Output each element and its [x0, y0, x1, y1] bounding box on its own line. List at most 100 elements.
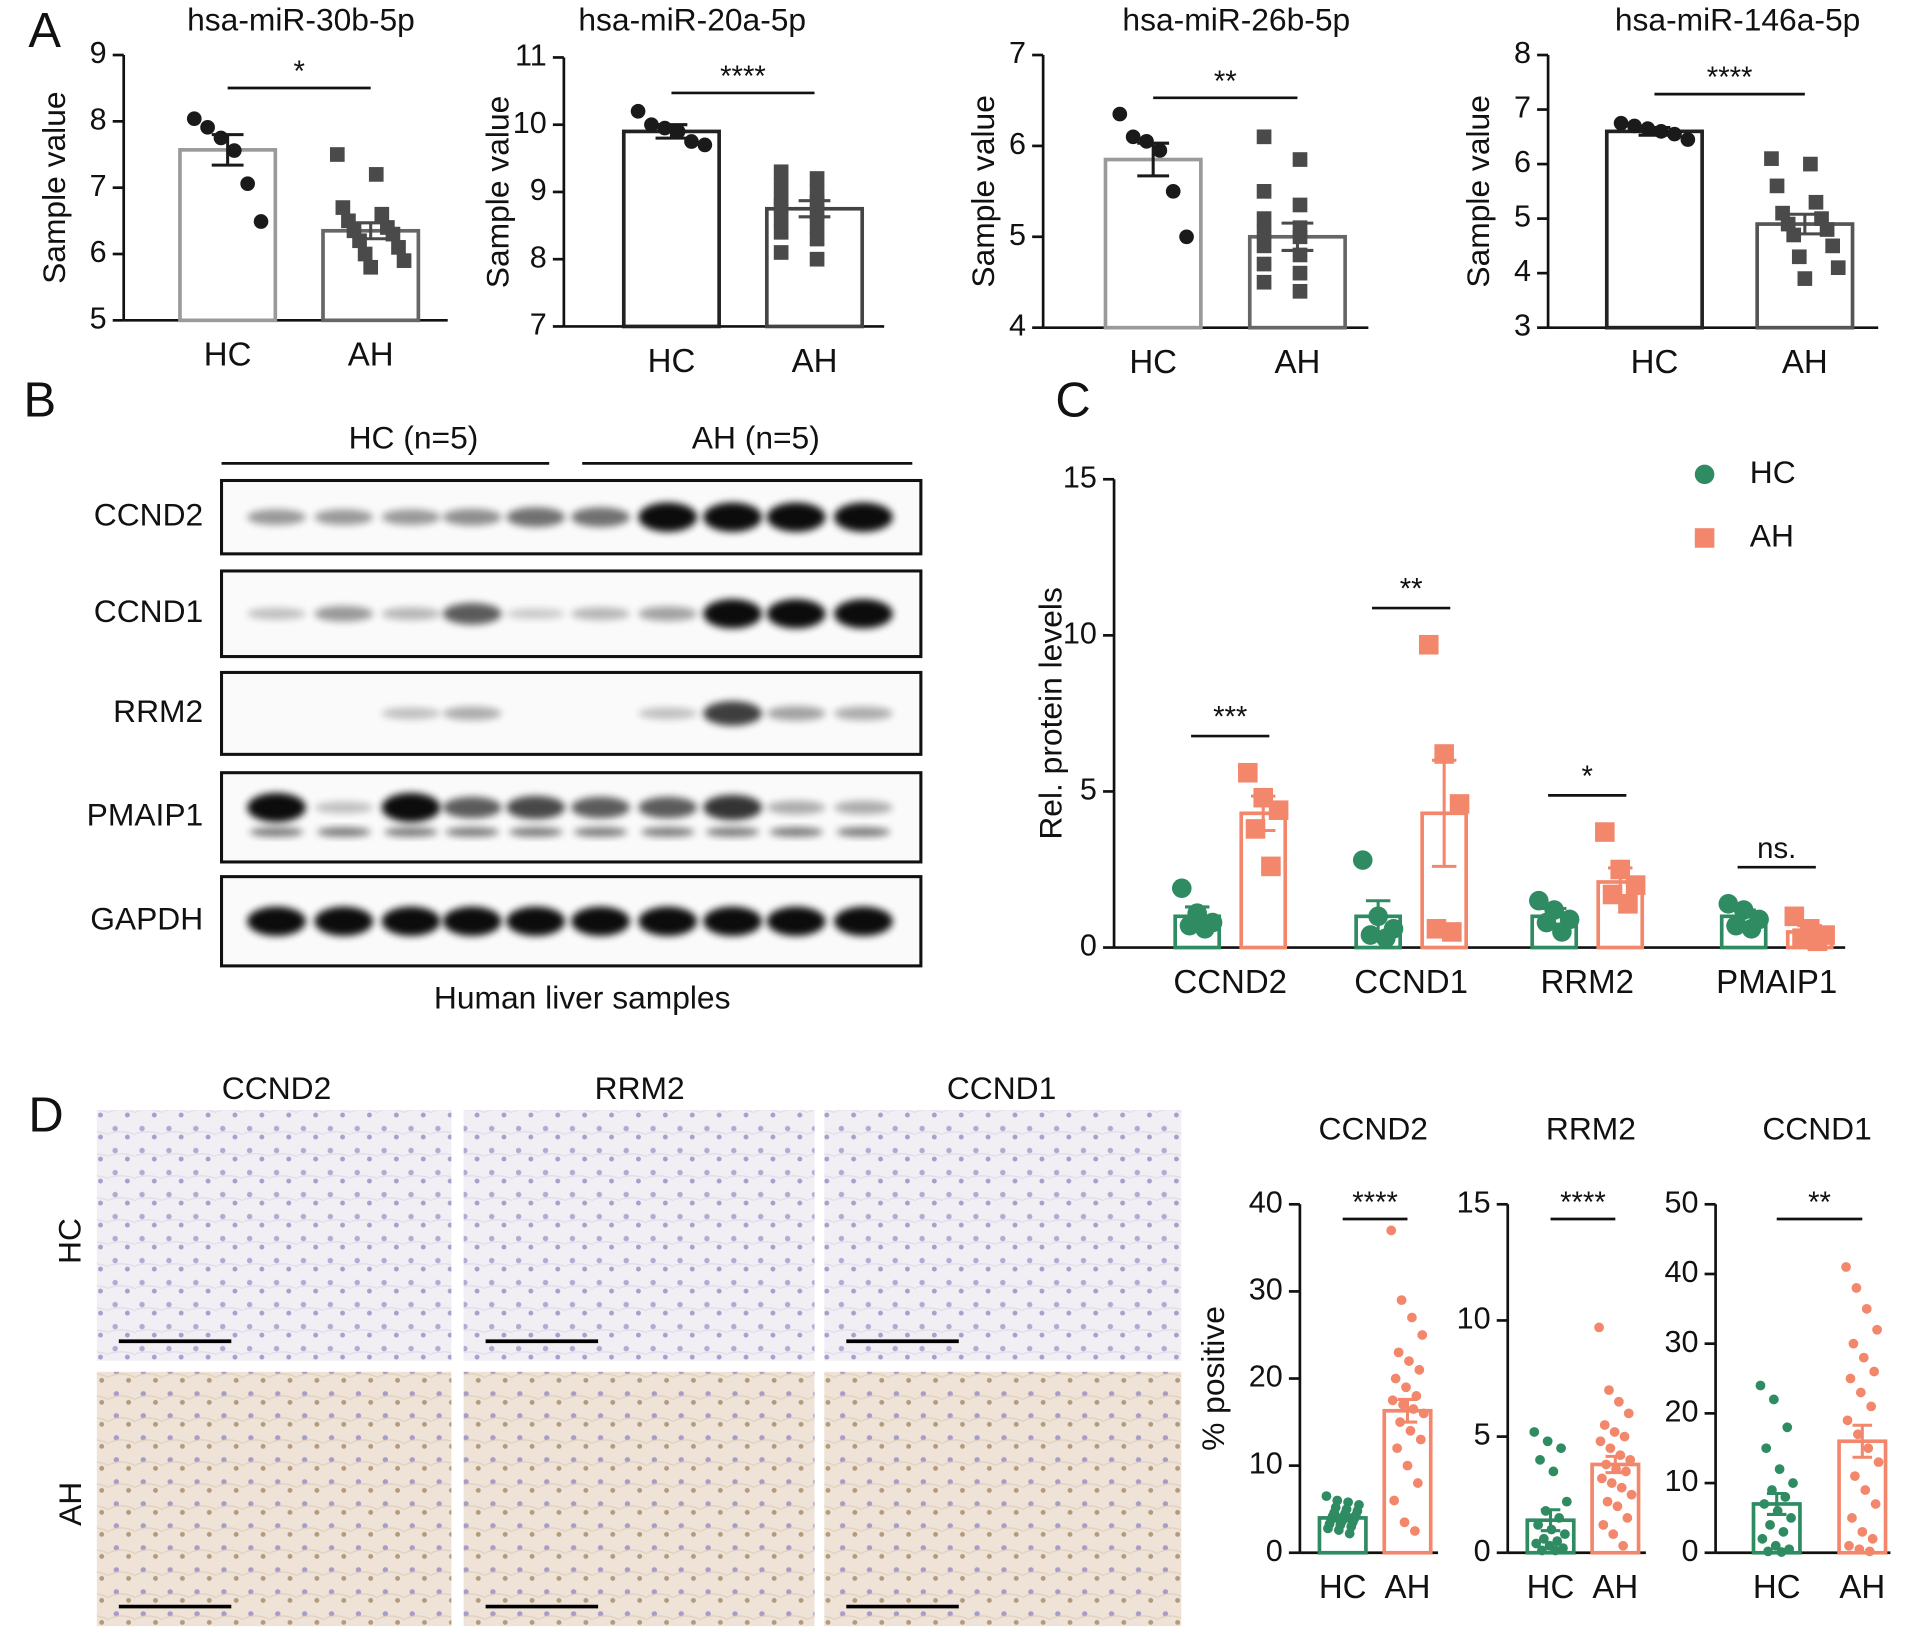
data-point [1558, 1543, 1568, 1553]
blot-band [703, 599, 762, 629]
y-tick-label: 8 [1514, 36, 1531, 70]
y-tick-label: 9 [90, 36, 107, 70]
data-point [1606, 1478, 1617, 1488]
blot-band [506, 507, 566, 527]
data-point [1602, 884, 1623, 905]
data-point [1165, 184, 1181, 199]
bar [621, 129, 721, 329]
error-bar [1605, 1454, 1626, 1475]
data-point [1867, 1533, 1878, 1544]
data-point [253, 214, 269, 229]
data-point [1323, 1523, 1333, 1534]
data-point [1784, 1544, 1795, 1555]
blot-band [571, 507, 630, 527]
error-bar [1332, 1513, 1353, 1523]
legend-label: AH [1750, 517, 1794, 553]
blot-band [445, 827, 500, 837]
data-point [1442, 922, 1462, 942]
y-tick-label: 40 [1249, 1185, 1283, 1219]
data-point [1782, 1422, 1793, 1433]
data-point [1256, 274, 1272, 290]
blot-band [573, 827, 628, 837]
data-point [1172, 878, 1192, 899]
blot-band [638, 707, 698, 720]
error-bar [1540, 1508, 1561, 1533]
data-point [1618, 894, 1638, 914]
data-point [352, 233, 367, 249]
data-point [1848, 1338, 1859, 1349]
y-tick-label: 6 [1009, 127, 1026, 161]
data-point [1726, 915, 1746, 936]
data-point [391, 240, 406, 255]
data-point [1292, 229, 1308, 245]
data-point [657, 120, 673, 136]
data-point [1791, 249, 1807, 265]
y-tick-label: 0 [1266, 1534, 1283, 1568]
panel-letter: C [1055, 373, 1090, 427]
data-point [1292, 197, 1308, 213]
data-point [1268, 800, 1289, 820]
data-point [1256, 256, 1272, 272]
data-point [186, 111, 202, 127]
y-tick-label: 11 [515, 39, 547, 73]
y-tick-label: 10 [1664, 1464, 1698, 1498]
data-point [1788, 1478, 1798, 1488]
blot-band [766, 800, 826, 815]
y-tick-label: 50 [1664, 1185, 1698, 1219]
data-point [1625, 875, 1646, 895]
data-point [1245, 819, 1266, 839]
blot-band [834, 906, 893, 936]
error-bar [1281, 221, 1314, 252]
significance-label: ** [1214, 65, 1237, 98]
panel-letter: A [28, 4, 61, 58]
chart-title: hsa-miR-20a-5p [578, 1, 806, 37]
blot-band [703, 502, 762, 532]
error-bar [211, 133, 244, 167]
data-point [368, 167, 384, 182]
data-point [1860, 1485, 1871, 1495]
data-point [1529, 1427, 1540, 1437]
data-point [357, 246, 373, 262]
blot-band [769, 827, 824, 837]
protein-label: CCND1 [94, 593, 203, 629]
x-tick-label: CCND2 [1173, 963, 1287, 1000]
y-tick-label: 20 [1664, 1394, 1698, 1428]
y-tick-label: 9 [530, 173, 547, 207]
group-label: AH (n=5) [692, 420, 820, 456]
data-point [1851, 1283, 1862, 1293]
data-point [1774, 1464, 1785, 1475]
data-point [1770, 1540, 1781, 1551]
data-point [1256, 238, 1272, 254]
y-axis-label: Sample value [1460, 95, 1496, 287]
y-tick-label: 6 [1514, 145, 1531, 179]
y-tick-label: 0 [1080, 929, 1097, 963]
blot-band [834, 800, 893, 815]
data-point [1830, 260, 1846, 276]
histology-image [96, 1371, 452, 1627]
data-point [396, 253, 412, 268]
error-bar [1638, 126, 1671, 137]
data-point [697, 137, 713, 153]
data-point [1626, 1489, 1637, 1500]
blot-band [381, 509, 441, 526]
y-tick-label: 5 [1009, 218, 1026, 252]
y-axis-label: Rel. protein levels [1032, 587, 1068, 839]
blot-caption: Human liver samples [434, 980, 731, 1016]
data-point [670, 124, 686, 139]
data-point [363, 259, 379, 275]
data-point [1139, 134, 1154, 149]
data-point [1399, 1517, 1410, 1528]
data-point [1768, 1394, 1779, 1405]
data-point [1390, 1373, 1401, 1384]
histology-image [96, 1110, 452, 1361]
data-point [1866, 1401, 1877, 1412]
data-point [1861, 1303, 1872, 1314]
blot-band [247, 906, 306, 936]
significance-label: **** [1707, 61, 1753, 94]
data-point [1667, 126, 1682, 142]
data-point [1764, 151, 1779, 166]
data-point [1152, 143, 1168, 158]
blot-band [506, 795, 566, 820]
data-point [1759, 1499, 1770, 1509]
data-point [200, 119, 215, 135]
